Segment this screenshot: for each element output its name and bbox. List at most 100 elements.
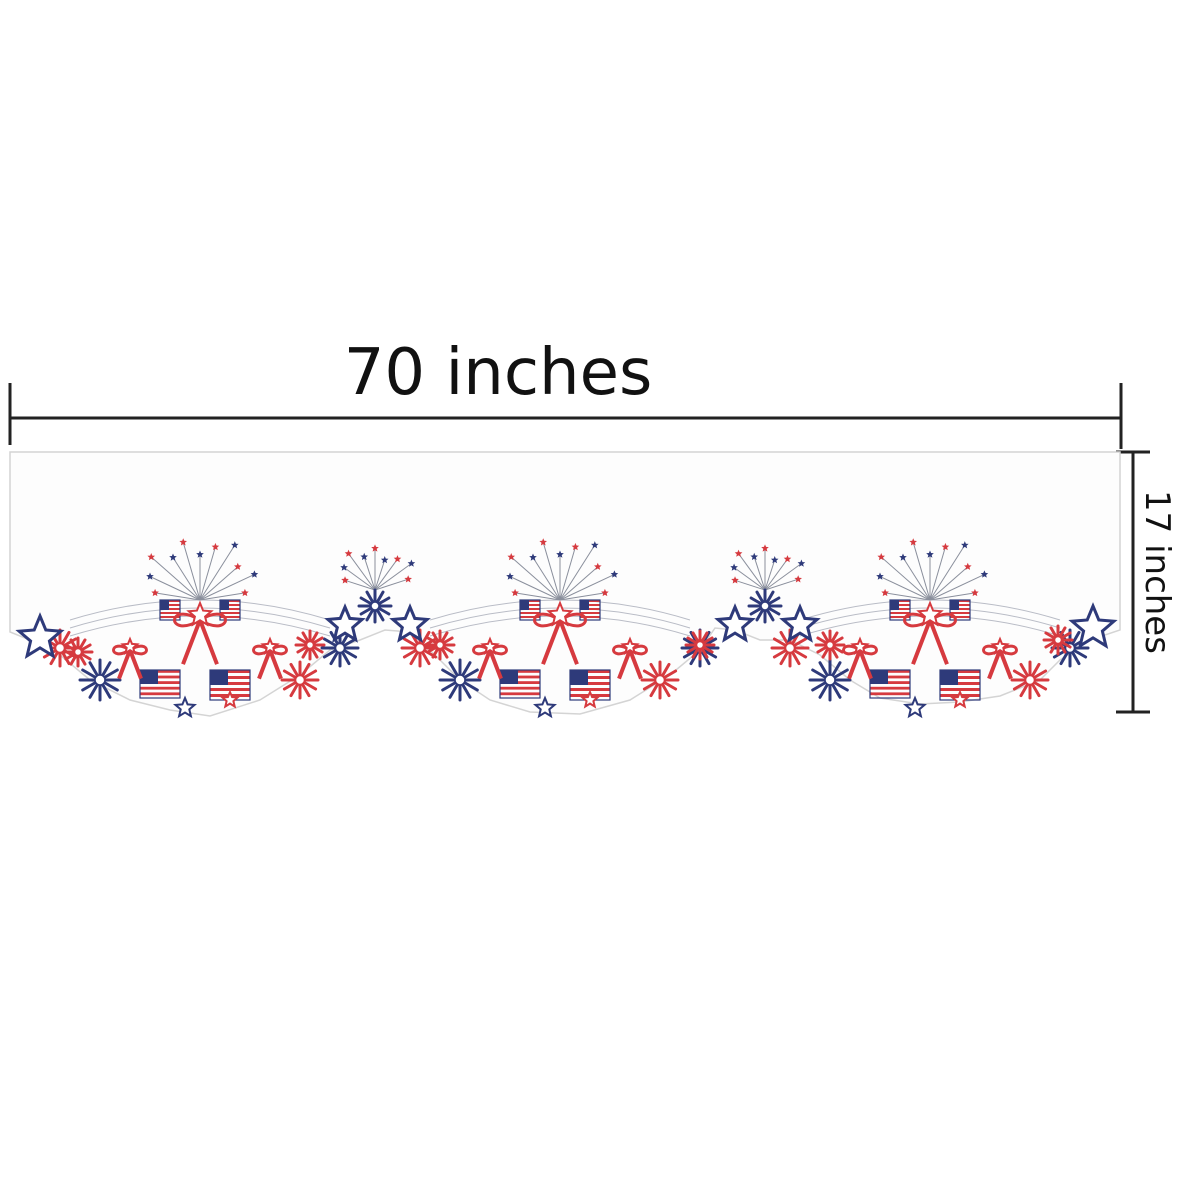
star-icon — [961, 541, 969, 549]
star-icon — [926, 550, 934, 558]
flag-stripe — [140, 670, 180, 673]
firework-trail — [374, 563, 412, 591]
star-icon — [980, 570, 989, 578]
star-icon — [750, 552, 758, 561]
ribbon-loop — [997, 644, 1018, 656]
ribbon-loop — [612, 644, 633, 656]
flag-stripe — [870, 692, 910, 696]
star-icon — [794, 575, 802, 583]
flower-center — [94, 674, 106, 686]
firework-trail — [542, 542, 561, 601]
star-icon — [770, 556, 779, 564]
star-icon — [990, 636, 1010, 655]
flag-stripe — [220, 604, 240, 606]
flag-border — [159, 599, 181, 621]
flag-stripe — [500, 675, 540, 679]
flower-center — [73, 647, 83, 657]
flag-stripe — [580, 604, 600, 606]
flag-stripe — [520, 616, 540, 618]
star-icon — [360, 552, 368, 561]
firework-trail — [929, 566, 969, 601]
firework-trail — [172, 557, 201, 601]
firework-trail — [929, 592, 975, 601]
star-icon — [533, 695, 557, 719]
flag-stripe — [890, 604, 910, 606]
ribbon-tail — [117, 649, 143, 680]
firework-trail — [374, 578, 409, 591]
star-icon — [761, 544, 769, 552]
firework-trail — [182, 542, 201, 601]
decorative-arc — [799, 599, 1061, 621]
firework-trail — [559, 592, 605, 601]
flag-stripe — [940, 676, 980, 679]
flower-center — [414, 642, 426, 654]
ribbon-loop — [927, 612, 957, 628]
star-icon — [344, 549, 353, 557]
firework-trail — [764, 563, 802, 591]
flag-canton — [950, 600, 959, 610]
star-icon — [15, 612, 65, 659]
flag-stripe — [160, 600, 180, 602]
firework-trail — [734, 579, 766, 591]
star-icon — [340, 563, 348, 571]
star-icon — [591, 541, 599, 549]
flag-stripe — [950, 608, 970, 610]
flag-stripe — [140, 686, 180, 690]
star-icon — [546, 600, 574, 627]
star-icon — [964, 562, 972, 570]
ribbon-tail — [541, 619, 579, 665]
star-icon — [324, 603, 366, 643]
ribbon-tail — [987, 649, 1013, 680]
flag-canton — [140, 670, 158, 684]
ribbon-loop — [557, 612, 587, 628]
ribbon-loop — [112, 644, 133, 656]
flower-center — [1053, 635, 1063, 645]
firework-trail — [902, 557, 931, 601]
flag-stripe — [500, 681, 540, 684]
firework-trail — [912, 542, 931, 601]
star-icon — [179, 538, 187, 546]
firework-trail — [199, 566, 239, 601]
star-icon — [404, 575, 412, 583]
star-icon — [260, 636, 280, 655]
star-icon — [231, 541, 239, 549]
ribbon-loop — [487, 644, 508, 656]
flag-stripe — [950, 600, 970, 602]
flag-canton — [210, 670, 228, 685]
flag-canton — [160, 600, 169, 610]
firework-trail — [880, 556, 931, 601]
flag-stripe — [500, 670, 540, 673]
star-icon — [610, 570, 619, 578]
flag-stripe — [580, 612, 600, 614]
firework-trail — [199, 544, 236, 601]
flower-center — [294, 674, 306, 686]
flag-stripe — [940, 682, 980, 685]
flag-stripe — [160, 612, 180, 614]
firework-trail — [885, 592, 931, 601]
star-icon — [371, 544, 379, 552]
firework-trail — [374, 559, 386, 591]
flag-border — [869, 669, 911, 699]
firework-trail — [149, 576, 201, 601]
height-label: 17 inches — [1137, 490, 1177, 654]
star-icon — [797, 559, 806, 567]
star-icon — [380, 556, 389, 564]
star-icon — [579, 689, 601, 709]
firework-trail — [929, 573, 985, 601]
flag-canton — [890, 600, 899, 610]
ribbon-tail — [477, 649, 503, 680]
star-icon — [511, 588, 519, 597]
star-icon — [620, 636, 640, 655]
ribbon-loop — [197, 612, 227, 628]
star-icon — [556, 550, 564, 558]
flag-stripe — [580, 608, 600, 610]
firework-trail — [348, 553, 376, 591]
flag-stripe — [950, 616, 970, 618]
star-icon — [594, 562, 602, 570]
firework-trail — [559, 546, 576, 601]
flag-canton — [520, 600, 529, 610]
star-icon — [899, 553, 907, 561]
firework-trail — [150, 556, 201, 601]
ribbon-loop — [842, 644, 863, 656]
